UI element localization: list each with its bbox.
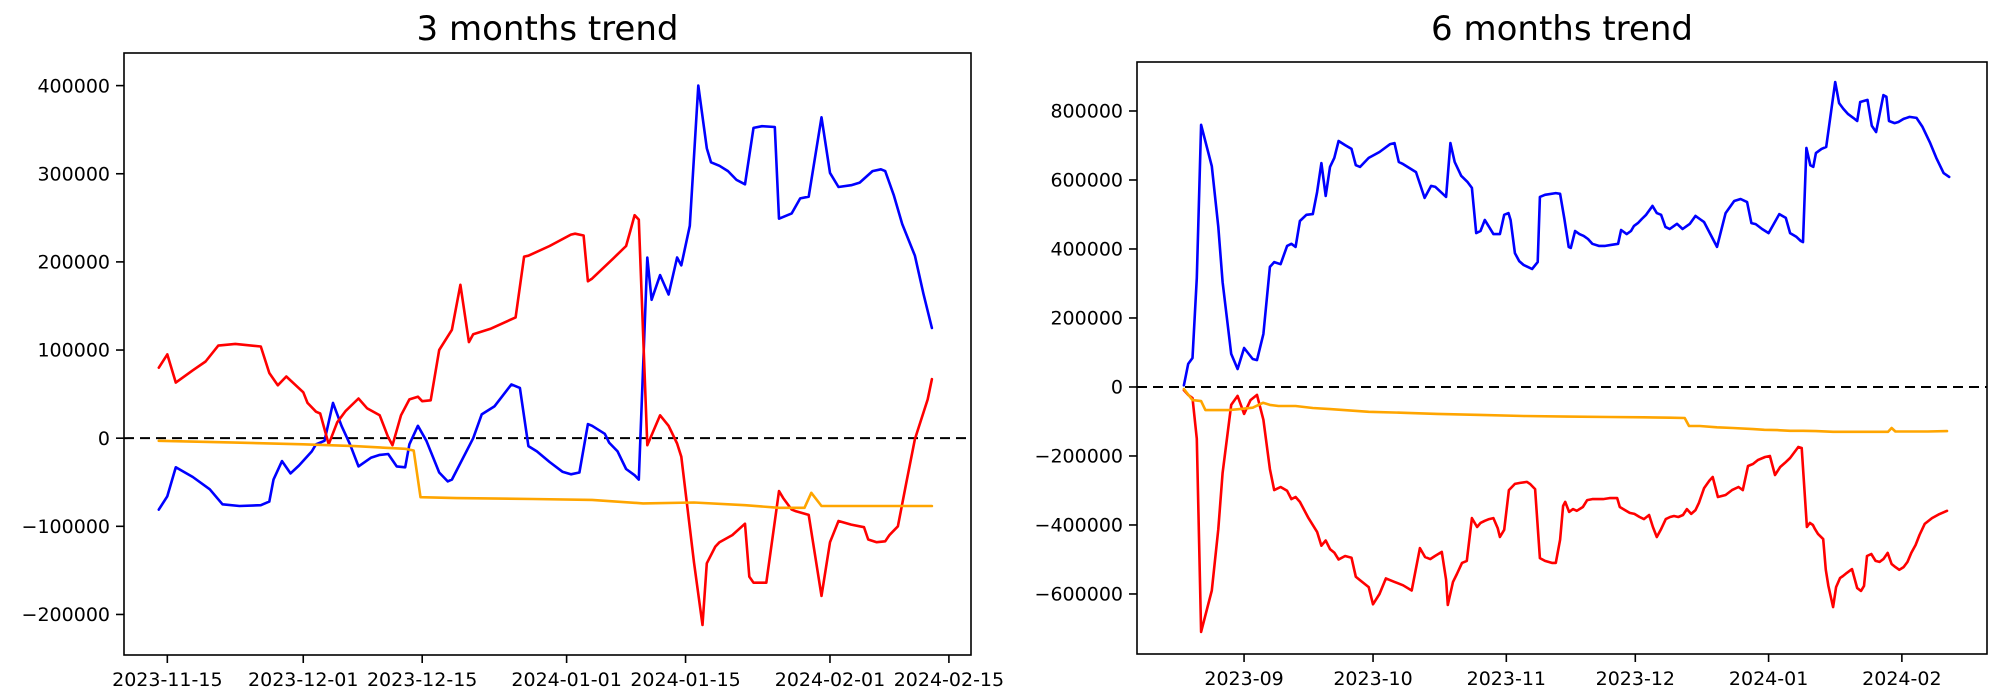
- y-tick-label: −400000: [1035, 515, 1123, 537]
- x-tick-label: 2023-12-01: [248, 669, 358, 691]
- x-tick-label: 2024-01-01: [511, 669, 621, 691]
- y-tick-label: 200000: [37, 252, 110, 274]
- series-line-orange-series: [157, 439, 934, 510]
- y-tick-label: 300000: [37, 163, 110, 185]
- y-tick-label: −100000: [22, 516, 110, 538]
- x-tick-label: 2024-02-01: [775, 669, 885, 691]
- y-tick-label: −200000: [1035, 446, 1123, 468]
- x-tick-label: 2024-01-15: [630, 669, 740, 691]
- plot-border: [123, 52, 972, 656]
- y-tick-label: 600000: [1050, 170, 1123, 192]
- x-tick-label: 2023-11-15: [112, 669, 222, 691]
- series-line-blue-series: [1182, 80, 1951, 387]
- y-tick-label: 400000: [1050, 239, 1123, 261]
- y-tick-label: 0: [1111, 377, 1123, 399]
- x-tick-label: 2023-11: [1467, 668, 1546, 690]
- chart-title: 6 months trend: [1431, 9, 1693, 49]
- y-tick-label: −600000: [1035, 584, 1123, 606]
- x-tick-label: 2023-12: [1596, 668, 1675, 690]
- x-tick-label: 2023-10: [1333, 668, 1412, 690]
- y-tick-label: 100000: [37, 340, 110, 362]
- y-tick-label: 400000: [37, 75, 110, 97]
- y-tick-label: 200000: [1050, 308, 1123, 330]
- chart-0: 3 months trend 400000 300000 200000 100000 0 −…: [22, 9, 1005, 691]
- x-tick-label: 2023-09: [1204, 668, 1283, 690]
- y-tick-label: −200000: [22, 604, 110, 626]
- x-tick-label: 2024-01: [1729, 668, 1808, 690]
- series-line-red-series: [1182, 388, 1949, 634]
- series-line-red-series: [157, 213, 934, 627]
- chart-title: 3 months trend: [417, 9, 679, 49]
- y-tick-label: 0: [98, 428, 110, 450]
- x-tick-label: 2024-02-15: [894, 669, 1004, 691]
- plot-border: [1136, 61, 1988, 655]
- x-tick-label: 2024-02: [1862, 668, 1941, 690]
- series-line-orange-series: [1182, 387, 1949, 434]
- chart-1: 6 months trend 800000 600000 400000 200000 0 −…: [1035, 9, 1988, 690]
- x-tick-label: 2023-12-15: [367, 669, 477, 691]
- series-line-blue-series: [157, 84, 934, 511]
- y-tick-label: 800000: [1050, 101, 1123, 123]
